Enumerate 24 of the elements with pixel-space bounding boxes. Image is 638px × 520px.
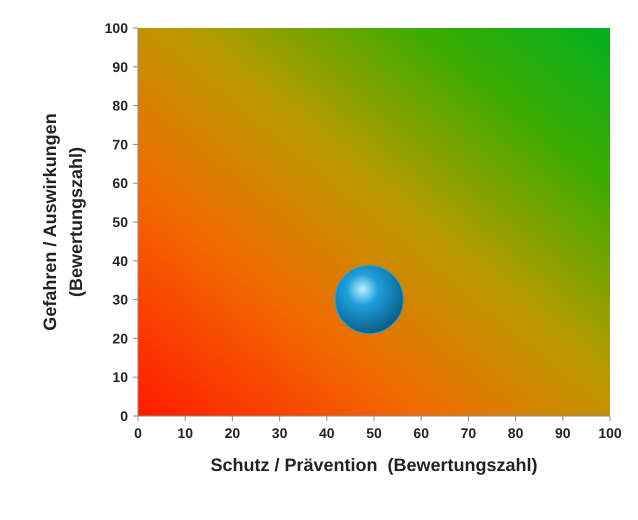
x-tick-label: 0 <box>134 425 142 441</box>
y-tick-label: 90 <box>112 58 128 75</box>
x-tick-label: 40 <box>319 425 335 441</box>
x-tick-label: 80 <box>508 425 524 441</box>
y-tick-label: 60 <box>112 175 128 192</box>
y-tick-label: 80 <box>112 98 128 114</box>
y-tick-label: 100 <box>104 20 128 36</box>
y-tick-label: 50 <box>112 214 128 230</box>
x-tick-label: 60 <box>413 425 430 441</box>
x-tick-label: 50 <box>366 425 382 441</box>
y-axis-title: Gefahren / Auswirkungen (Bewertungszahl) <box>40 113 86 331</box>
y-tick-label: 10 <box>112 369 128 386</box>
x-tick-label: 100 <box>598 425 622 441</box>
x-tick-label: 30 <box>272 425 288 441</box>
y-tick-label: 0 <box>120 408 128 424</box>
y-tick-label: 30 <box>112 292 128 308</box>
y-tick-label: 40 <box>112 252 128 269</box>
y-tick-label: 20 <box>112 330 128 346</box>
x-tick-label: 20 <box>224 425 240 441</box>
x-tick-label: 70 <box>460 425 476 441</box>
x-tick-label: 90 <box>555 425 571 441</box>
x-tick-label: 10 <box>177 425 194 441</box>
y-tick-label: 70 <box>112 136 128 152</box>
x-axis-title: Schutz / Prävention (Bewertungszahl) <box>210 455 538 475</box>
